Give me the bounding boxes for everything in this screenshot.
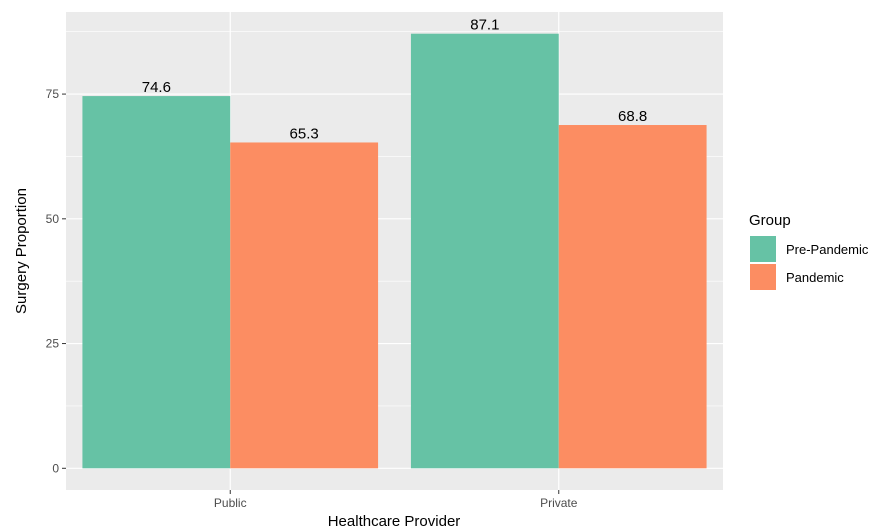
bars <box>82 33 707 469</box>
bar-pandemic-private <box>558 125 707 469</box>
legend: Group Pre-Pandemic Pandemic <box>749 212 869 290</box>
legend-title: Group <box>749 212 791 229</box>
legend-swatch-pre-pandemic <box>750 236 776 262</box>
data-labels: 74.6 65.3 87.1 68.8 <box>142 17 648 143</box>
y-tick-label: 50 <box>46 212 60 226</box>
y-tick-label: 75 <box>46 87 60 101</box>
x-axis: Public Private <box>214 490 578 510</box>
y-axis-title: Surgery Proportion <box>13 188 30 314</box>
x-tick-label: Private <box>540 496 578 510</box>
data-label: 74.6 <box>142 79 171 96</box>
data-label: 65.3 <box>290 125 319 142</box>
legend-label-pre-pandemic: Pre-Pandemic <box>786 242 869 257</box>
data-label: 68.8 <box>618 108 647 125</box>
bar-pre-pandemic-public <box>82 96 231 469</box>
y-axis: 0 25 50 75 <box>46 87 66 475</box>
bar-pre-pandemic-private <box>410 33 559 469</box>
bar-pandemic-public <box>230 142 379 469</box>
y-tick-label: 0 <box>52 461 59 475</box>
x-tick-label: Public <box>214 496 247 510</box>
legend-swatch-pandemic <box>750 264 776 290</box>
legend-label-pandemic: Pandemic <box>786 270 844 285</box>
data-label: 87.1 <box>470 17 499 34</box>
x-axis-title: Healthcare Provider <box>328 513 461 529</box>
y-tick-label: 25 <box>46 337 60 351</box>
